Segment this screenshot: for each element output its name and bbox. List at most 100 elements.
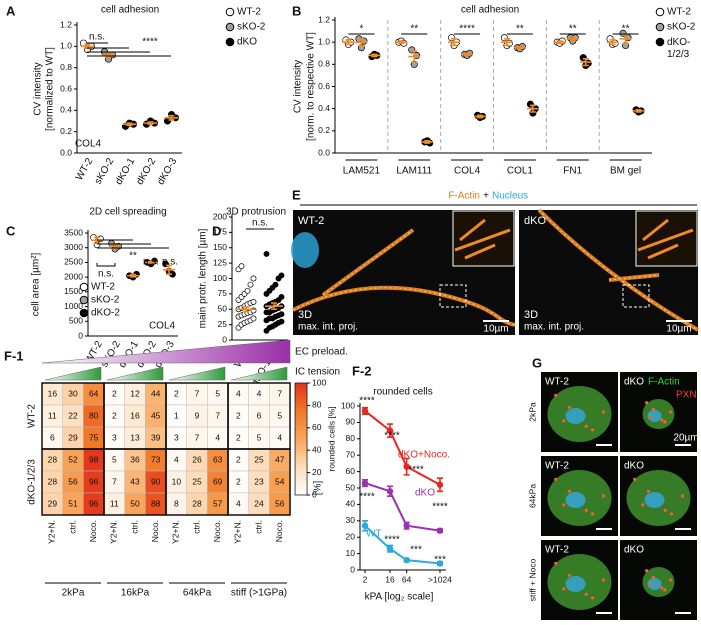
cell-label: 56 xyxy=(68,476,78,486)
annotation: COL4 xyxy=(75,139,102,150)
data-point xyxy=(250,275,257,282)
mean-sem xyxy=(122,122,137,127)
adhesion xyxy=(649,583,653,587)
nucleus xyxy=(565,492,586,508)
y-tick-label: 100 xyxy=(213,273,227,283)
actin-fibers xyxy=(292,229,516,326)
y-tick-label: 125 xyxy=(213,257,227,267)
cell-label: 16 xyxy=(130,410,140,420)
data-point xyxy=(386,545,394,552)
cell-label: 6 xyxy=(50,432,55,442)
annotation: **** xyxy=(408,465,424,476)
cell-label: 4 xyxy=(215,432,220,442)
cell-label: 75 xyxy=(89,432,99,442)
cell-label: 4 xyxy=(277,432,282,442)
y-tick-label: 80 xyxy=(346,433,356,443)
adhesion xyxy=(567,573,572,578)
x-tick-label: COL4 xyxy=(454,166,481,177)
data-point xyxy=(278,294,285,300)
data-point xyxy=(403,522,410,529)
adhesion xyxy=(668,410,673,414)
adhesion xyxy=(601,494,606,498)
y-tick-label: 1.2 xyxy=(318,14,330,24)
cell-label: 52 xyxy=(68,454,78,464)
series-line xyxy=(364,524,441,565)
panel-letter: G xyxy=(532,355,542,370)
row-label: stiff + Noco xyxy=(527,558,537,601)
y-tick-label: 500 xyxy=(69,316,83,326)
cell-label: 98 xyxy=(89,454,99,464)
cell-label: 8 xyxy=(174,498,179,508)
image-title: Nucleus xyxy=(492,191,528,202)
data-point xyxy=(403,556,410,564)
legend-swatch xyxy=(655,37,665,47)
chart-title: 2D cell spreading xyxy=(89,207,166,218)
series-label: dKO xyxy=(415,488,435,499)
ic-tension-wedge xyxy=(44,366,102,381)
data-point xyxy=(263,250,270,257)
cell-label: 6 xyxy=(257,410,262,420)
mean-sem xyxy=(408,50,421,63)
column-label: Y2+N. xyxy=(109,520,119,544)
legend-swatch xyxy=(655,7,665,17)
nucleus xyxy=(644,492,665,508)
panel-letter: E xyxy=(292,187,301,202)
adhesion xyxy=(649,415,653,419)
significance-bracket xyxy=(96,263,116,267)
row-group-label: dKO-1/2/3 xyxy=(27,459,38,505)
colorbar-label: rounded cells [%] xyxy=(326,406,336,471)
data-point xyxy=(361,407,369,415)
chart-title: cell adhesion xyxy=(461,5,519,16)
y-tick-label: 75 xyxy=(218,288,228,298)
annotation: n.s. xyxy=(143,257,159,268)
y-tick-label: 0.2 xyxy=(60,126,72,136)
data-point xyxy=(238,263,245,270)
cell-label: 2 xyxy=(112,388,117,398)
annotation: **** xyxy=(384,431,400,442)
annotation: ** xyxy=(129,251,137,262)
cell-label: 2 xyxy=(236,432,241,442)
cell-label: 25 xyxy=(254,454,264,464)
annotation: **** xyxy=(432,502,448,513)
mean-sem xyxy=(566,35,579,42)
series-line xyxy=(364,482,441,532)
mean-sem xyxy=(163,264,175,275)
column-label: Noco. xyxy=(150,520,160,542)
panel-letter: F-1 xyxy=(4,348,24,363)
cell-label: 54 xyxy=(275,476,285,486)
annotation: ** xyxy=(569,24,577,35)
cell-label: 64 xyxy=(89,388,99,398)
nucleus xyxy=(565,408,586,424)
y-tick-label: 50 xyxy=(218,304,228,314)
y-tick-label: 2500 xyxy=(64,257,83,267)
y-tick-label: 10 xyxy=(346,548,356,558)
adhesion xyxy=(663,420,667,424)
cell-label: 23 xyxy=(254,476,264,486)
y-tick-label: 150 xyxy=(213,242,227,252)
annotation: ** xyxy=(410,24,418,35)
panel-letter: D xyxy=(212,223,221,238)
mean-sem xyxy=(368,53,381,58)
column-label: Noco. xyxy=(88,520,98,542)
cell-label: 2 xyxy=(236,476,241,486)
legend-label: dKO xyxy=(237,37,257,48)
adhesion xyxy=(584,424,588,428)
y-axis-label: [%] xyxy=(313,481,324,496)
annotation: **** xyxy=(459,24,475,35)
cell-label: 28 xyxy=(48,454,58,464)
y-tick-label: 40 xyxy=(346,499,356,509)
x-tick-label: dKO-3 xyxy=(155,156,179,187)
mean-sem xyxy=(474,114,487,119)
mean-sem xyxy=(355,38,368,47)
y-axis-label: main protr. length [µm] xyxy=(198,228,209,328)
y-tick-label: 200 xyxy=(213,211,227,221)
adhesion xyxy=(663,508,667,512)
panel-letter: A xyxy=(6,3,16,18)
adhesion xyxy=(567,405,572,410)
adhesion xyxy=(584,508,588,512)
column-label: ctrl. xyxy=(253,520,263,534)
annotation: **** xyxy=(142,37,158,48)
y-tick-label: 1.2 xyxy=(60,19,72,29)
legend-swatch xyxy=(79,308,89,318)
x-tick-label: LAM521 xyxy=(343,166,381,177)
